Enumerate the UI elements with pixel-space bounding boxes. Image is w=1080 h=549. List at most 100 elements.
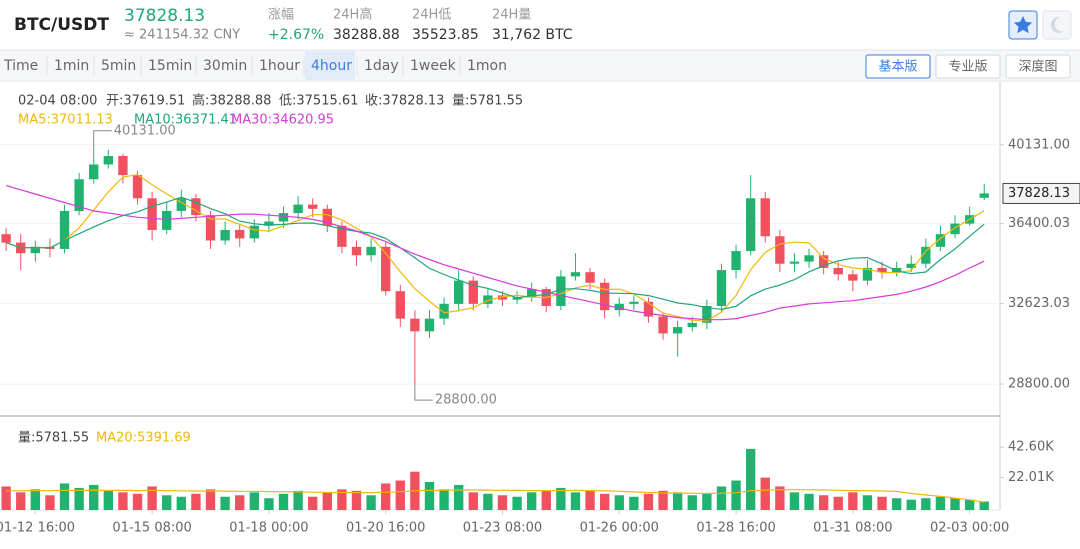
candle-body xyxy=(906,263,916,268)
volume-bar xyxy=(848,492,858,510)
candle-body xyxy=(935,234,946,247)
interval-button[interactable]: 1day xyxy=(364,58,399,74)
interval-button[interactable]: 1min xyxy=(54,58,89,74)
volume-bar xyxy=(818,495,829,510)
volume-bar xyxy=(351,490,362,510)
volume-bar xyxy=(118,492,128,510)
view-button[interactable] xyxy=(1005,54,1071,79)
candle-body xyxy=(132,175,143,199)
volume-bar xyxy=(147,486,157,510)
candle-body xyxy=(308,204,318,209)
candle-body xyxy=(1,234,11,243)
volume-bar xyxy=(979,501,989,510)
ma-line xyxy=(5,185,985,321)
volume-bar xyxy=(132,493,143,510)
interval-button[interactable]: 15min xyxy=(148,58,192,74)
candle-body xyxy=(702,305,712,323)
volume-bar xyxy=(745,448,756,510)
volume-bar xyxy=(570,492,581,510)
view-button[interactable] xyxy=(865,54,931,79)
x-tick-label: 01-23 08:00 xyxy=(463,521,542,536)
y-tick-label: 36400.03 xyxy=(1008,216,1070,231)
view-button[interactable] xyxy=(935,54,1001,79)
view-label[interactable]: 深度图 xyxy=(1018,59,1057,75)
candle-body xyxy=(979,193,989,198)
candle-body xyxy=(921,246,931,264)
volume-bar xyxy=(950,498,960,510)
interval-button[interactable]: 30min xyxy=(203,58,247,74)
interval-button[interactable]: Time xyxy=(3,58,38,74)
interval-button[interactable]: 4hour xyxy=(311,58,352,74)
stat-label: 24H低 xyxy=(412,8,451,23)
ma-legend: MA30:34620.95 xyxy=(231,113,334,128)
volume-bar xyxy=(891,498,902,510)
volume-bar xyxy=(687,495,697,510)
candle-body xyxy=(600,282,610,311)
candle-body xyxy=(891,267,902,273)
candle-body xyxy=(585,272,595,283)
volume-bar xyxy=(439,489,449,510)
ohlc-info: 低:37515.61 xyxy=(279,94,358,109)
volume-ma-line xyxy=(6,489,985,503)
x-tick-label: 01-28 16:00 xyxy=(696,521,775,536)
volume-bar xyxy=(964,499,975,510)
candle-body xyxy=(833,267,843,275)
volume-bar xyxy=(585,490,595,510)
interval-button[interactable]: 1mon xyxy=(467,58,507,74)
candle-body xyxy=(454,280,464,304)
candle-body xyxy=(351,246,362,256)
candle-body xyxy=(512,297,522,300)
view-label[interactable]: 专业版 xyxy=(948,60,987,75)
candle-body xyxy=(804,255,814,262)
candle-body xyxy=(366,246,376,256)
candle-body xyxy=(30,246,40,254)
volume-bar xyxy=(395,480,405,510)
volume-bar xyxy=(556,487,566,510)
volume-bar xyxy=(381,483,391,510)
x-tick-label: 01-31 08:00 xyxy=(813,521,892,536)
candle-body xyxy=(410,318,420,332)
interval-button[interactable]: 5min xyxy=(101,58,136,74)
volume-bar xyxy=(512,496,522,510)
volume-bar xyxy=(629,496,639,510)
annotation-label: 40131.00 xyxy=(114,123,176,138)
stat-value: 31,762 BTC xyxy=(492,27,573,43)
candle-body xyxy=(191,198,201,216)
candle-body xyxy=(74,179,84,211)
price: 37828.13 xyxy=(124,6,205,26)
volume-bar xyxy=(308,496,318,510)
volume-bar xyxy=(454,484,464,510)
moon-icon xyxy=(1050,16,1064,33)
volume-bar xyxy=(497,495,508,510)
candle-body xyxy=(205,215,216,241)
volume-bar xyxy=(862,495,873,510)
candle-body xyxy=(848,274,858,281)
volume-bar xyxy=(74,487,84,510)
volume-bar xyxy=(176,496,186,510)
candle-body xyxy=(643,301,654,317)
candle-body xyxy=(337,225,347,247)
pair: BTC/USDT xyxy=(14,15,109,35)
candle-body xyxy=(950,223,960,235)
volume-bar xyxy=(877,496,887,510)
candle-body xyxy=(293,204,303,214)
stat-label: 24H量 xyxy=(492,8,531,23)
volume-bar xyxy=(614,495,624,510)
volume-bar xyxy=(293,490,303,510)
ohlc-info: 量:5781.55 xyxy=(452,94,523,109)
interval-button[interactable]: 1week xyxy=(410,58,457,74)
volume-bar xyxy=(716,486,727,510)
volume-bar xyxy=(16,492,26,510)
candle-body xyxy=(497,295,508,300)
volume-bar xyxy=(220,496,230,510)
candle-body xyxy=(658,316,668,334)
interval-button[interactable]: 1hour xyxy=(259,58,300,74)
volume-bar xyxy=(205,489,216,510)
ma-line xyxy=(5,173,985,322)
theme-button[interactable] xyxy=(1042,10,1072,40)
ma-line xyxy=(5,196,985,310)
ma-legend: MA10:36371.41 xyxy=(134,113,237,128)
candle-body xyxy=(278,213,289,222)
volume-bar xyxy=(921,498,931,510)
view-label[interactable]: 基本版 xyxy=(878,60,917,75)
